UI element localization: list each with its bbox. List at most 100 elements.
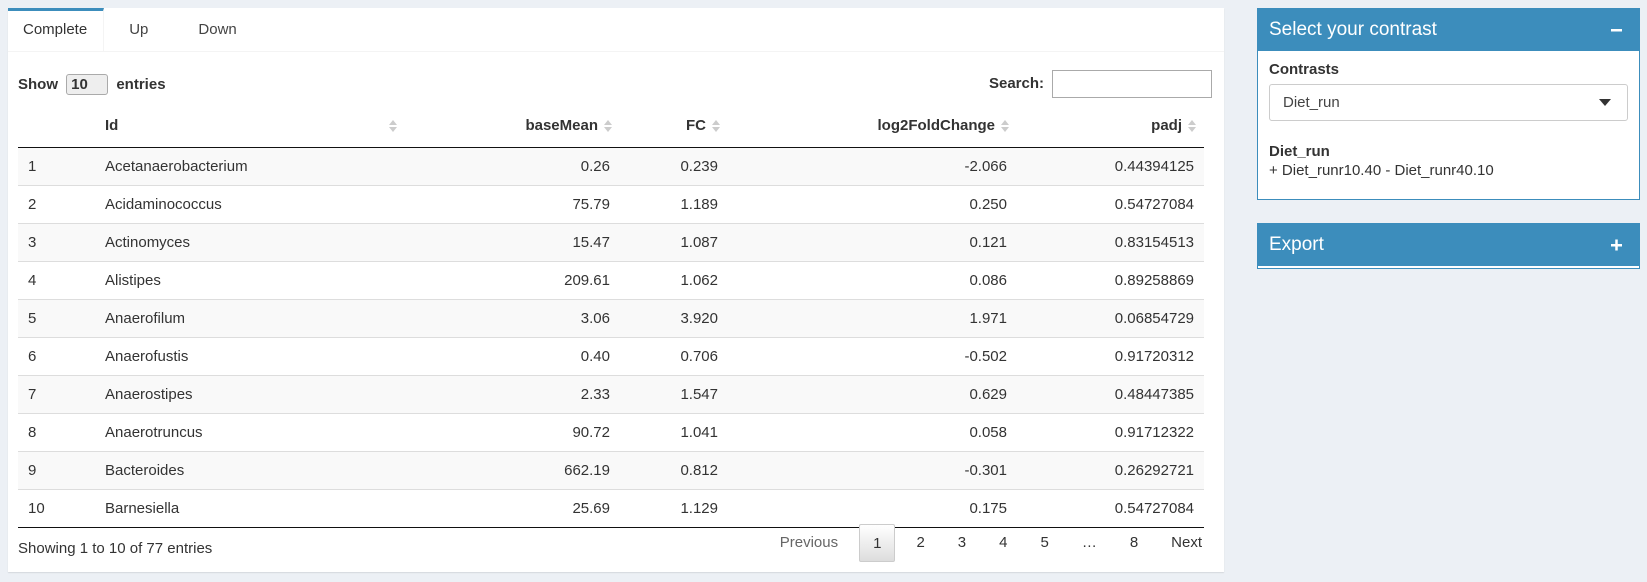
table-row: 7 Anaerostipes 2.33 1.547 0.629 0.48447385 <box>18 374 1204 413</box>
search-input[interactable] <box>1052 70 1212 98</box>
box-title: Select your contrast <box>1269 19 1437 40</box>
table-cell: 0.26292721 <box>1017 450 1204 489</box>
collapse-icon[interactable] <box>1611 24 1623 36</box>
tab[interactable]: Down <box>198 21 237 38</box>
contrast-formula: + Diet_runr10.40 - Diet_runr40.10 <box>1269 162 1494 179</box>
table-cell: 3.06 <box>405 298 620 337</box>
table-cell: 0.250 <box>728 184 1017 223</box>
field-label: Contrasts <box>1269 61 1340 78</box>
length-menu: Show 10 entries <box>18 73 166 95</box>
table-cell: 9 <box>18 450 95 489</box>
table-row: 2 Acidaminococcus 75.79 1.189 0.250 0.5472708… <box>18 184 1204 223</box>
table-cell: Actinomyces <box>95 222 405 261</box>
table-cell: 1.971 <box>728 298 1017 337</box>
expand-icon[interactable] <box>1611 239 1623 251</box>
results-panel: Complete Up Down Show 10 entries Search: I… <box>8 8 1224 572</box>
table-cell: 1.062 <box>620 260 728 299</box>
table-cell: 6 <box>18 336 95 375</box>
page-button[interactable]: … <box>1081 534 1097 551</box>
table-cell: Anaerofilum <box>95 298 405 337</box>
box-header[interactable]: Export <box>1258 224 1639 266</box>
table-cell: 0.239 <box>680 157 718 175</box>
tab[interactable]: Up <box>129 21 149 38</box>
sort-icon <box>604 119 612 133</box>
table-cell: 2.33 <box>405 374 620 413</box>
length-label: Show <box>18 75 58 93</box>
sort-icon <box>712 119 720 133</box>
header-label: padj <box>1151 117 1182 135</box>
select-value: Diet_run <box>1283 94 1340 111</box>
table-row: 8 Anaerotruncus 90.72 1.041 0.058 0.91712322 <box>18 412 1204 451</box>
table-info: Showing 1 to 10 of 77 entries <box>18 540 213 557</box>
table-cell: 0.54727084 <box>1017 184 1204 223</box>
table-cell: 0.058 <box>728 412 1017 451</box>
table-cell: 1.547 <box>620 374 728 413</box>
table-cell: Bacteroides <box>95 450 405 489</box>
export-box: Export <box>1257 223 1640 269</box>
table-cell: 0.086 <box>728 260 1017 299</box>
table-cell: 1 <box>28 157 37 175</box>
table-cell: 0.54727084 <box>1017 488 1204 527</box>
table-cell: 0.175 <box>728 488 1017 527</box>
page-button[interactable]: 3 <box>957 534 967 551</box>
page-button[interactable]: 2 <box>916 534 925 551</box>
table-cell: 5 <box>18 298 95 337</box>
table-cell: 0.44394125 <box>1114 157 1194 175</box>
page-button[interactable]: 8 <box>1129 534 1139 551</box>
search-label: Search: <box>988 74 1044 92</box>
page-button[interactable]: 4 <box>999 534 1008 551</box>
table-head: Id baseMean FC log2FoldChange padj <box>18 105 1204 148</box>
table-row: 3 Actinomyces 15.47 1.087 0.121 0.83154513 <box>18 222 1204 261</box>
box-body: Contrasts Diet_run Diet_run + Diet_runr1… <box>1258 51 1639 189</box>
table-cell: Anaerotruncus <box>95 412 405 451</box>
table-cell: 0.40 <box>405 336 620 375</box>
contrast-select[interactable]: Diet_run <box>1269 84 1628 121</box>
table-cell: 0.83154513 <box>1017 222 1204 261</box>
box-title: Export <box>1269 234 1324 255</box>
table-cell: 15.47 <box>405 222 620 261</box>
column-header[interactable]: log2FoldChange <box>728 105 1017 148</box>
header-label: Id <box>105 117 119 135</box>
length-select[interactable]: 10 <box>66 73 109 95</box>
dropdown-arrow <box>1599 99 1611 106</box>
table-cell: 0.06854729 <box>1017 298 1204 337</box>
table-cell: 1.087 <box>620 222 728 261</box>
header-label: baseMean <box>525 117 598 135</box>
previous-button[interactable]: Previous <box>779 534 839 551</box>
tab[interactable]: Complete <box>8 8 105 51</box>
table-cell: 1.041 <box>620 412 728 451</box>
sort-icon <box>389 119 397 133</box>
contrast-name: Diet_run <box>1269 143 1330 160</box>
table-cell: 7 <box>18 374 95 413</box>
page-button[interactable]: 5 <box>1040 534 1049 551</box>
table-cell: 90.72 <box>405 412 620 451</box>
table-cell: Barnesiella <box>95 488 405 527</box>
next-button[interactable]: Next <box>1171 534 1202 551</box>
table-cell: 0.48447385 <box>1017 374 1204 413</box>
table-row: 1 Acetanaerobacterium 0.26 0.239 -2.066 0.443… <box>18 147 1204 185</box>
table-cell: 2 <box>18 184 95 223</box>
data-table: Id baseMean FC log2FoldChange padj 1 Acetanae… <box>18 105 1204 528</box>
column-header[interactable]: padj <box>1017 105 1204 148</box>
index-header <box>18 105 95 148</box>
table-row: 9 Bacteroides 662.19 0.812 -0.301 0.26292721 <box>18 450 1204 489</box>
table-cell: 0.89258869 <box>1017 260 1204 299</box>
column-header[interactable]: Id <box>95 105 405 148</box>
table-cell: Alistipes <box>95 260 405 299</box>
table-cell: 209.61 <box>405 260 620 299</box>
column-header[interactable]: baseMean <box>405 105 620 148</box>
page-button[interactable]: 1 <box>859 524 896 562</box>
table-row: 10 Barnesiella 25.69 1.129 0.175 0.54727084 <box>18 488 1204 527</box>
table-controls: Show 10 entries Search: <box>18 64 1212 104</box>
table-cell: 0.121 <box>728 222 1017 261</box>
table-cell: 0.629 <box>728 374 1017 413</box>
table-cell: 4 <box>18 260 95 299</box>
table-cell: 3.920 <box>620 298 728 337</box>
length-label: entries <box>116 75 166 93</box>
header-label: FC <box>686 117 706 135</box>
column-header[interactable]: FC <box>620 105 728 148</box>
table-row: 5 Anaerofilum 3.06 3.920 1.971 0.06854729 <box>18 298 1204 337</box>
tab-bar: Complete Up Down <box>8 8 1224 52</box>
box-header[interactable]: Select your contrast <box>1258 9 1639 51</box>
